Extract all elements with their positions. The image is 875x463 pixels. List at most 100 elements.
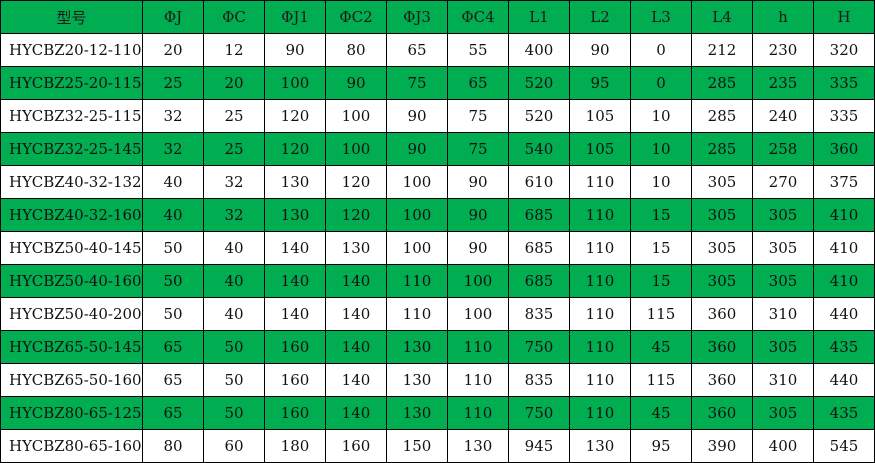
value-cell: 305 [752, 396, 814, 430]
value-cell: 50 [203, 396, 265, 430]
value-cell: 130 [569, 429, 631, 463]
value-cell: 50 [142, 264, 204, 298]
value-cell: 90 [447, 231, 509, 265]
value-cell: 150 [386, 429, 448, 463]
value-cell: 945 [508, 429, 570, 463]
table-row: HYCBZ25-20-115 25 20 100 90 75 65 520 95 0 285 235 3… [0, 66, 875, 100]
model-cell: HYCBZ32-25-145 [0, 132, 143, 166]
value-cell: 400 [752, 429, 814, 463]
header-row: 型号 ΦJ ΦC ΦJ1 ΦC2 ΦJ3 ΦC4 L1 L2 L3 L4 h H [0, 0, 875, 34]
column-header: ΦJ3 [386, 0, 448, 34]
value-cell: 435 [813, 330, 875, 364]
value-cell: 130 [447, 429, 509, 463]
value-cell: 310 [752, 363, 814, 397]
value-cell: 520 [508, 66, 570, 100]
value-cell: 140 [325, 330, 387, 364]
value-cell: 305 [691, 231, 753, 265]
value-cell: 750 [508, 396, 570, 430]
model-cell: HYCBZ40-32-160 [0, 198, 143, 232]
value-cell: 130 [386, 330, 448, 364]
column-header: ΦJ1 [264, 0, 326, 34]
value-cell: 110 [569, 165, 631, 199]
value-cell: 10 [630, 99, 692, 133]
value-cell: 50 [142, 297, 204, 331]
value-cell: 440 [813, 363, 875, 397]
value-cell: 685 [508, 264, 570, 298]
value-cell: 285 [691, 132, 753, 166]
column-header: ΦC2 [325, 0, 387, 34]
value-cell: 180 [264, 429, 326, 463]
value-cell: 25 [203, 132, 265, 166]
value-cell: 110 [447, 330, 509, 364]
value-cell: 110 [447, 363, 509, 397]
value-cell: 100 [264, 66, 326, 100]
value-cell: 80 [142, 429, 204, 463]
table-row: HYCBZ50-40-200 50 40 140 140 110 100 835 110 115 3… [0, 297, 875, 331]
value-cell: 235 [752, 66, 814, 100]
value-cell: 360 [691, 363, 753, 397]
value-cell: 90 [386, 132, 448, 166]
value-cell: 40 [203, 231, 265, 265]
model-cell: HYCBZ80-65-160 [0, 429, 143, 463]
value-cell: 110 [386, 264, 448, 298]
value-cell: 95 [569, 66, 631, 100]
model-cell: HYCBZ32-25-115 [0, 99, 143, 133]
model-cell: HYCBZ40-32-132 [0, 165, 143, 199]
table-row: HYCBZ20-12-110 20 12 90 80 65 55 400 90 0 212 230 32… [0, 33, 875, 67]
value-cell: 305 [752, 231, 814, 265]
value-cell: 375 [813, 165, 875, 199]
value-cell: 115 [630, 297, 692, 331]
value-cell: 685 [508, 198, 570, 232]
column-header: ΦJ [142, 0, 204, 34]
value-cell: 65 [447, 66, 509, 100]
value-cell: 835 [508, 297, 570, 331]
value-cell: 140 [325, 363, 387, 397]
value-cell: 100 [447, 297, 509, 331]
value-cell: 440 [813, 297, 875, 331]
column-header: h [752, 0, 814, 34]
value-cell: 360 [691, 297, 753, 331]
value-cell: 160 [264, 330, 326, 364]
value-cell: 10 [630, 132, 692, 166]
value-cell: 75 [386, 66, 448, 100]
value-cell: 270 [752, 165, 814, 199]
value-cell: 100 [325, 132, 387, 166]
value-cell: 130 [386, 396, 448, 430]
value-cell: 545 [813, 429, 875, 463]
table-row: HYCBZ50-40-145 50 40 140 130 100 90 685 110 15 305… [0, 231, 875, 265]
value-cell: 105 [569, 132, 631, 166]
value-cell: 32 [203, 165, 265, 199]
value-cell: 160 [264, 396, 326, 430]
value-cell: 305 [752, 264, 814, 298]
value-cell: 540 [508, 132, 570, 166]
value-cell: 410 [813, 264, 875, 298]
column-header: L3 [630, 0, 692, 34]
value-cell: 520 [508, 99, 570, 133]
value-cell: 410 [813, 198, 875, 232]
value-cell: 50 [203, 363, 265, 397]
value-cell: 75 [447, 132, 509, 166]
value-cell: 120 [325, 198, 387, 232]
value-cell: 835 [508, 363, 570, 397]
model-cell: HYCBZ50-40-145 [0, 231, 143, 265]
value-cell: 360 [691, 396, 753, 430]
value-cell: 15 [630, 264, 692, 298]
column-header: L4 [691, 0, 753, 34]
value-cell: 130 [264, 198, 326, 232]
value-cell: 750 [508, 330, 570, 364]
value-cell: 40 [142, 198, 204, 232]
model-cell: HYCBZ50-40-200 [0, 297, 143, 331]
value-cell: 100 [386, 231, 448, 265]
value-cell: 160 [264, 363, 326, 397]
value-cell: 20 [142, 33, 204, 67]
value-cell: 120 [325, 165, 387, 199]
value-cell: 12 [203, 33, 265, 67]
value-cell: 65 [142, 396, 204, 430]
value-cell: 100 [386, 198, 448, 232]
value-cell: 140 [264, 297, 326, 331]
value-cell: 20 [203, 66, 265, 100]
value-cell: 120 [264, 132, 326, 166]
value-cell: 110 [386, 297, 448, 331]
table-row: HYCBZ40-32-132 40 32 130 120 100 90 610 110 10 305… [0, 165, 875, 199]
value-cell: 390 [691, 429, 753, 463]
